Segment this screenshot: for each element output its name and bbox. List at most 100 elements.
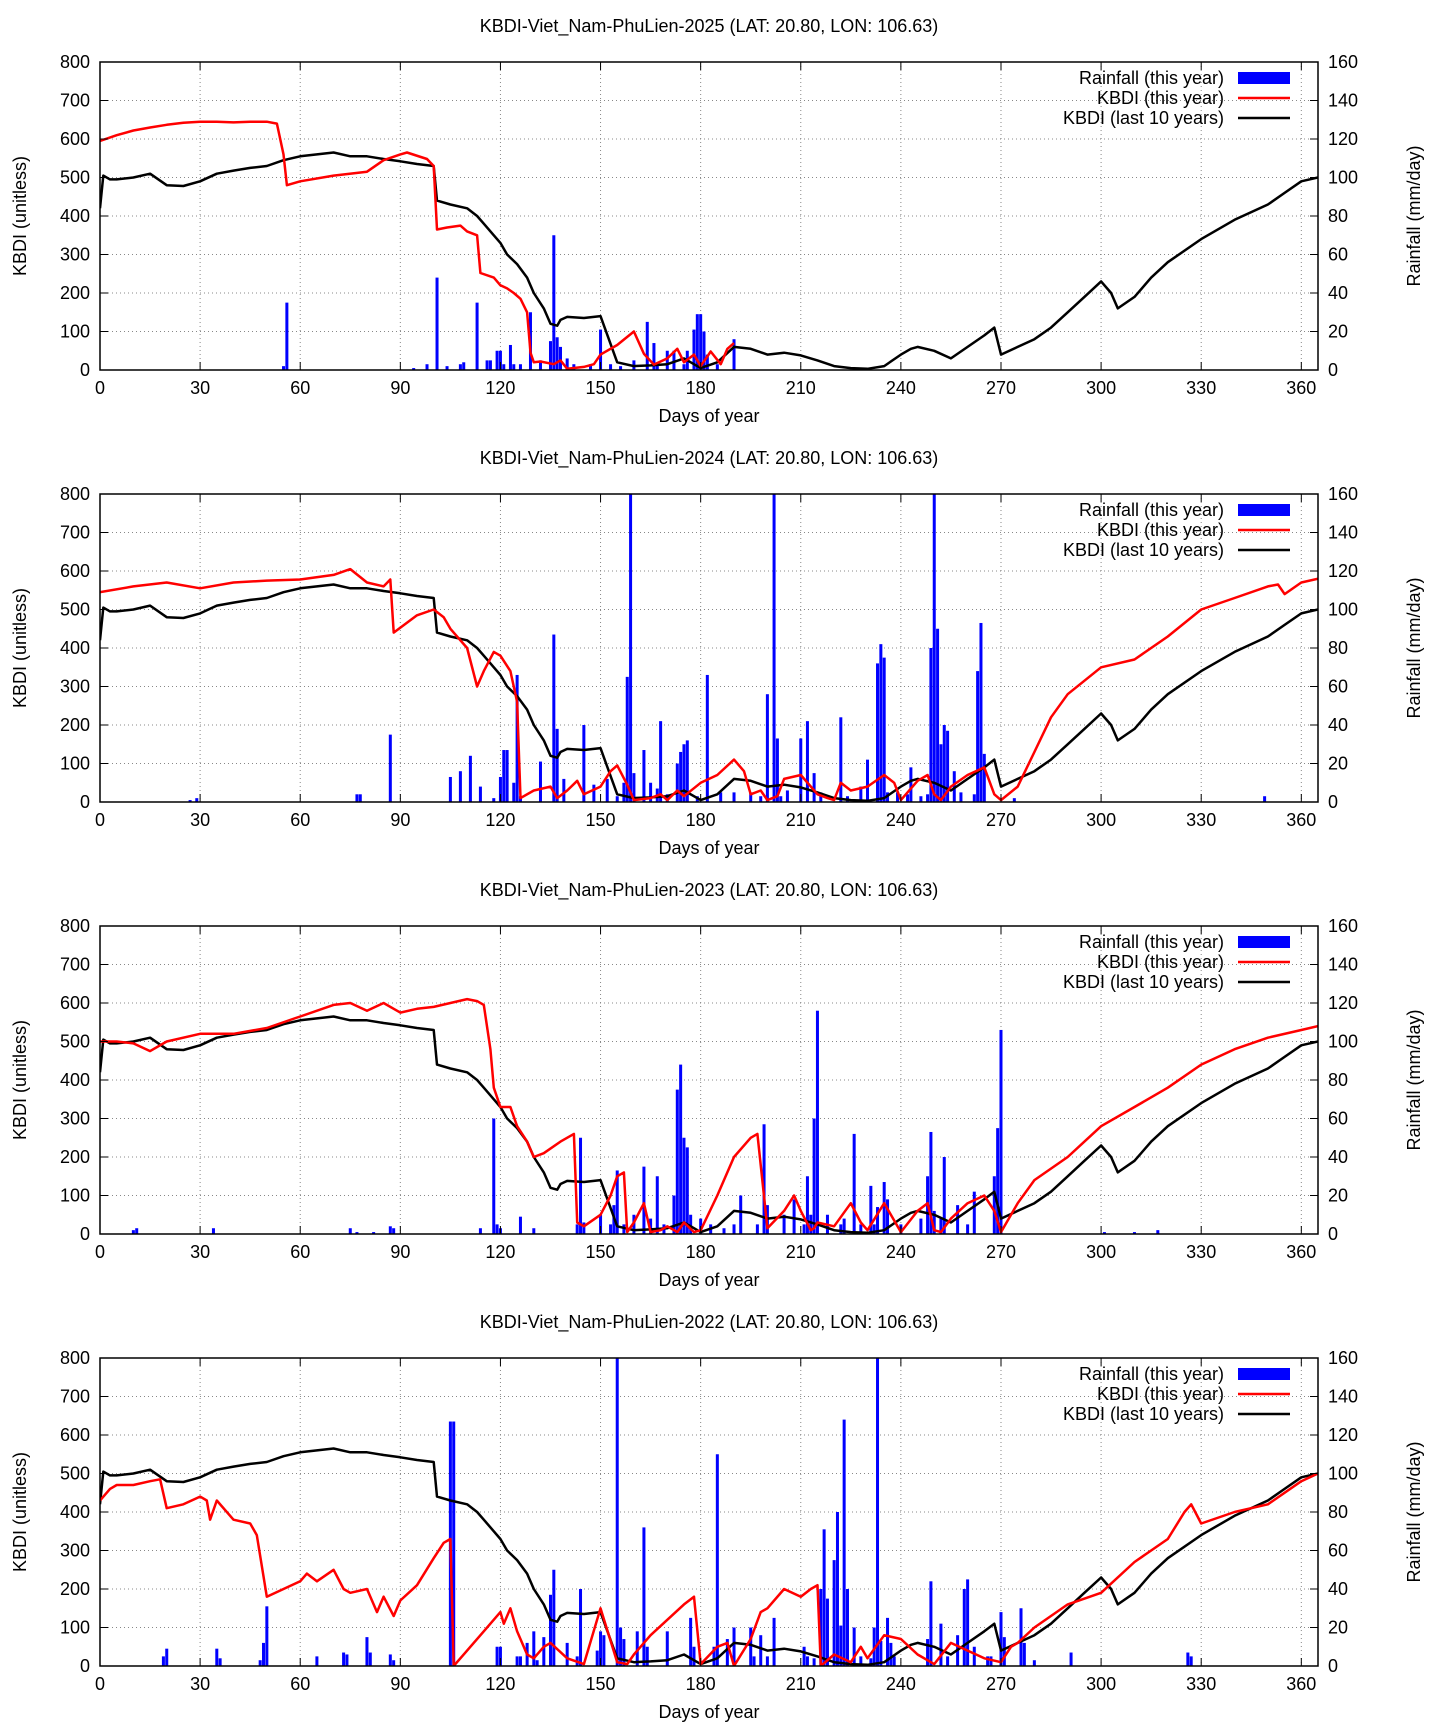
rainfall-bar <box>602 1635 606 1666</box>
rainfall-bar <box>565 1642 569 1666</box>
rainfall-bar <box>448 776 452 802</box>
rainfall-bar <box>392 1660 396 1666</box>
rainfall-bar <box>615 1170 619 1234</box>
y2-tick-label: 0 <box>1328 1656 1338 1676</box>
rainfall-bar <box>892 1656 896 1666</box>
rainfall-bar <box>839 1224 843 1234</box>
x-tick-label: 210 <box>786 810 816 830</box>
legend-label: Rainfall (this year) <box>1079 932 1224 952</box>
rainfall-bar <box>532 1228 536 1234</box>
rainfall-series <box>131 1010 1160 1234</box>
rainfall-bar <box>802 1224 806 1234</box>
rainfall-bar <box>559 346 563 370</box>
legend-label: Rainfall (this year) <box>1079 1364 1224 1384</box>
rainfall-bar <box>188 800 192 802</box>
y2-tick-label: 80 <box>1328 638 1348 658</box>
rainfall-bar <box>538 360 542 370</box>
rainfall-bar <box>372 1232 376 1234</box>
y-tick-label: 600 <box>60 129 90 149</box>
y-tick-label: 200 <box>60 1579 90 1599</box>
x-tick-label: 360 <box>1286 1674 1316 1694</box>
rainfall-bar <box>775 738 779 802</box>
rainfall-bar <box>495 350 499 370</box>
rainfall-bar <box>609 1224 613 1234</box>
rainfall-bar <box>505 750 509 802</box>
legend-label: Rainfall (this year) <box>1079 500 1224 520</box>
rainfall-bar <box>839 717 843 802</box>
rainfall-bar <box>876 663 880 802</box>
rainfall-bar <box>478 1228 482 1234</box>
y-tick-label: 100 <box>60 322 90 342</box>
rainfall-bar <box>1186 1652 1190 1666</box>
rainfall-bar <box>492 1118 496 1234</box>
rainfall-bar <box>959 792 963 802</box>
rainfall-bar <box>512 364 516 370</box>
rainfall-bar <box>809 1214 813 1234</box>
rainfall-bar <box>749 792 753 802</box>
rainfall-bar <box>642 1527 646 1666</box>
rainfall-bar <box>942 725 946 802</box>
x-tick-label: 270 <box>986 1674 1016 1694</box>
rainfall-bar <box>689 1214 693 1234</box>
x-axis-label: Days of year <box>658 1702 759 1722</box>
rainfall-bar <box>515 1656 519 1666</box>
y2-tick-label: 40 <box>1328 1147 1348 1167</box>
y2-tick-label: 140 <box>1328 91 1358 111</box>
y-tick-label: 100 <box>60 1186 90 1206</box>
rainfall-bar <box>939 744 943 802</box>
rainfall-bar <box>615 796 619 802</box>
rainfall-bar <box>966 1579 970 1666</box>
rainfall-bar <box>819 1589 823 1666</box>
y2-tick-label: 60 <box>1328 1109 1348 1129</box>
x-tick-label: 240 <box>886 810 916 830</box>
rainfall-bar <box>649 1218 653 1234</box>
rainfall-bar <box>498 350 502 370</box>
y-axis-label: KBDI (unitless) <box>10 1452 30 1572</box>
rainfall-bar <box>976 671 980 802</box>
rainfall-bar <box>355 1232 359 1234</box>
rainfall-bar <box>195 798 199 802</box>
y2-tick-label: 100 <box>1328 168 1358 188</box>
y-tick-label: 200 <box>60 283 90 303</box>
rainfall-bar <box>502 750 506 802</box>
x-tick-label: 330 <box>1186 810 1216 830</box>
rainfall-bar <box>615 1358 619 1666</box>
x-tick-label: 150 <box>586 1242 616 1262</box>
rainfall-bar <box>619 1627 623 1666</box>
y-tick-label: 600 <box>60 561 90 581</box>
y2-tick-label: 140 <box>1328 523 1358 543</box>
rainfall-bar <box>211 1228 215 1234</box>
rainfall-bar <box>759 796 763 802</box>
kbdi-this-year-line <box>100 1472 1318 1666</box>
rainfall-bar <box>355 794 359 802</box>
rainfall-bar <box>665 1631 669 1666</box>
y-tick-label: 100 <box>60 1618 90 1638</box>
rainfall-bar <box>825 1598 829 1666</box>
rainfall-bar <box>882 657 886 802</box>
x-tick-label: 60 <box>290 1674 310 1694</box>
rainfall-bar <box>805 721 809 802</box>
x-tick-label: 270 <box>986 1242 1016 1262</box>
x-tick-label: 90 <box>390 1674 410 1694</box>
rainfall-bar <box>715 1454 719 1666</box>
x-tick-label: 60 <box>290 1242 310 1262</box>
rainfall-bar <box>872 1627 876 1666</box>
x-tick-label: 0 <box>95 1242 105 1262</box>
rainfall-bar <box>866 759 870 802</box>
rainfall-bar <box>785 790 789 802</box>
rainfall-bar <box>886 1617 890 1666</box>
rainfall-bar <box>946 730 950 802</box>
rainfall-bar <box>879 1640 883 1666</box>
x-tick-label: 210 <box>786 378 816 398</box>
rainfall-bar <box>659 721 663 802</box>
rainfall-bar <box>839 1625 843 1666</box>
y-tick-label: 600 <box>60 993 90 1013</box>
x-tick-label: 300 <box>1086 1242 1116 1262</box>
rainfall-bar <box>979 622 983 802</box>
rainfall-bar <box>792 1199 796 1234</box>
rainfall-bar <box>732 1627 736 1666</box>
axis-ticks: 0 30 60 90 120 150 180 210 240 270 300 330 360 0 100 20… <box>60 1348 1358 1694</box>
legend: Rainfall (this year)KBDI (this year)KBDI… <box>1063 1364 1290 1424</box>
rainfall-bar <box>622 1639 626 1666</box>
x-tick-label: 240 <box>886 1674 916 1694</box>
